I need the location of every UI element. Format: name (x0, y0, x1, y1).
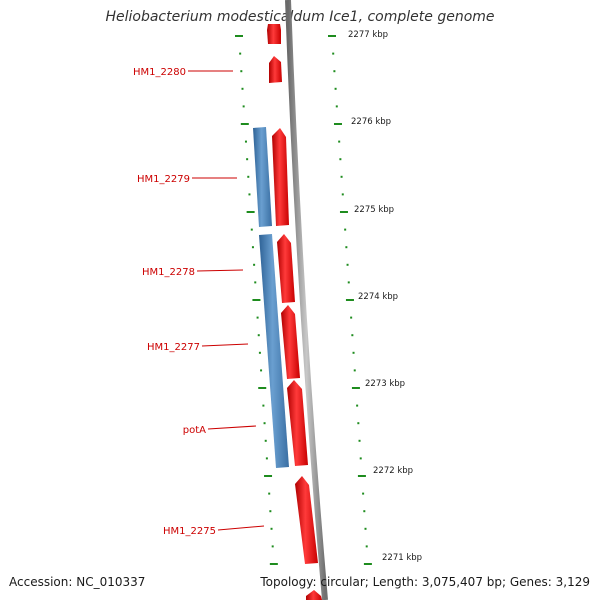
gene-arrow[interactable] (267, 24, 281, 44)
scale-label: 2273 kbp (365, 379, 405, 389)
gene-label-layer: HM1_2280 HM1_2279 HM1_2278 HM1_2277 potA HM1_… (133, 67, 265, 537)
scale-label-layer: 2277 kbp 2276 kbp 2275 kbp 2274 kbp 2273 kbp… (348, 30, 422, 563)
accession-text: Accession: NC_010337 (9, 575, 146, 589)
scale-label: 2274 kbp (358, 292, 398, 302)
gene-label[interactable]: HM1_2278 (142, 267, 195, 278)
gene-arrow-track (267, 24, 322, 600)
genome-title: Heliobacterium modesticaldum Ice1, compl… (105, 9, 495, 25)
cds-feature-bar[interactable] (259, 234, 289, 468)
scale-label: 2272 kbp (373, 466, 413, 476)
cds-feature-track (253, 127, 289, 468)
gene-leader-line (201, 343, 249, 347)
inner-tick-track (235, 35, 278, 565)
gene-arrow[interactable] (281, 305, 300, 379)
gene-arrow[interactable] (287, 380, 308, 466)
gene-label[interactable]: HM1_2275 (163, 526, 216, 537)
gene-leader-line (196, 269, 244, 272)
gene-arrow[interactable] (277, 234, 295, 303)
scale-label: 2271 kbp (382, 553, 422, 563)
gene-arrow[interactable] (272, 128, 289, 226)
cds-feature-bar[interactable] (253, 127, 272, 227)
scale-label: 2277 kbp (348, 30, 388, 40)
gene-arrow[interactable] (306, 590, 322, 600)
gene-label[interactable]: HM1_2280 (133, 67, 186, 78)
gene-label[interactable]: HM1_2277 (147, 342, 200, 353)
gene-arrow[interactable] (295, 476, 318, 564)
genome-backbone (285, 0, 328, 600)
outer-tick-track (328, 35, 372, 565)
gene-leader-line (217, 525, 265, 531)
gene-label[interactable]: HM1_2279 (137, 174, 190, 185)
gene-label[interactable]: potA (183, 425, 206, 436)
genome-summary-text: Topology: circular; Length: 3,075,407 bp… (260, 575, 590, 589)
scale-label: 2275 kbp (354, 205, 394, 215)
gene-leader-line (207, 425, 257, 430)
scale-label: 2276 kbp (351, 117, 391, 127)
gene-arrow[interactable] (269, 56, 282, 83)
